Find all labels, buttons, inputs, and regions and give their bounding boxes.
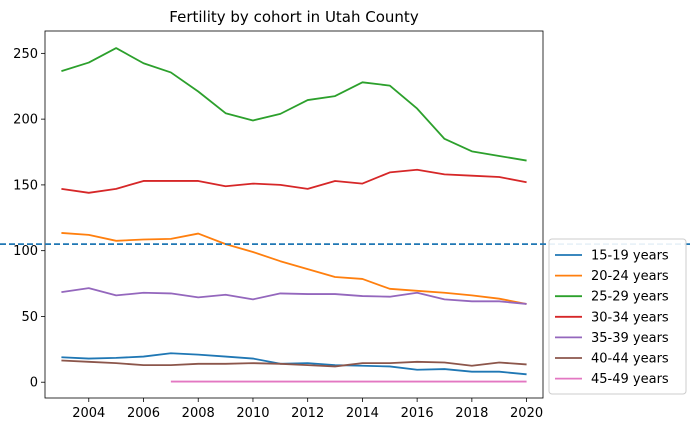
x-tick-label: 2006 — [127, 406, 160, 421]
x-tick-label: 2008 — [182, 406, 215, 421]
legend-label: 15-19 years — [591, 249, 669, 264]
axes-frame — [44, 30, 544, 399]
x-tick-label: 2004 — [72, 406, 105, 421]
series-line-15-19-years — [61, 352, 527, 376]
legend-label: 30-34 years — [591, 310, 669, 325]
x-tick-label: 2018 — [455, 406, 488, 421]
x-tick-label: 2010 — [236, 406, 269, 421]
y-tick-label: 100 — [13, 244, 38, 259]
legend-label: 45-49 years — [591, 372, 669, 387]
x-tick-label: 2016 — [401, 406, 434, 421]
series-line-30-34-years — [61, 168, 527, 194]
legend-label: 20-24 years — [591, 269, 669, 284]
legend-box — [548, 238, 687, 395]
y-tick-label: 250 — [13, 47, 38, 62]
legend-label: 35-39 years — [591, 331, 669, 346]
series-line-40-44-years — [61, 359, 527, 368]
y-tick-label: 200 — [13, 113, 38, 128]
y-tick-label: 0 — [30, 376, 38, 391]
y-tick-label: 150 — [13, 178, 38, 193]
series-line-25-29-years — [61, 47, 527, 162]
legend-label: 40-44 years — [591, 352, 669, 367]
series-line-35-39-years — [61, 287, 527, 305]
series-line-20-24-years — [61, 232, 527, 305]
y-tick-label: 50 — [21, 310, 38, 325]
x-tick-label: 2012 — [291, 406, 324, 421]
x-tick-label: 2014 — [346, 406, 379, 421]
chart-title: Fertility by cohort in Utah County — [169, 8, 419, 26]
x-tick-label: 2020 — [510, 406, 543, 421]
legend: 15-19 years 20-24 years 25-29 years 30-34 y… — [548, 238, 687, 395]
legend-label: 25-29 years — [591, 290, 669, 305]
